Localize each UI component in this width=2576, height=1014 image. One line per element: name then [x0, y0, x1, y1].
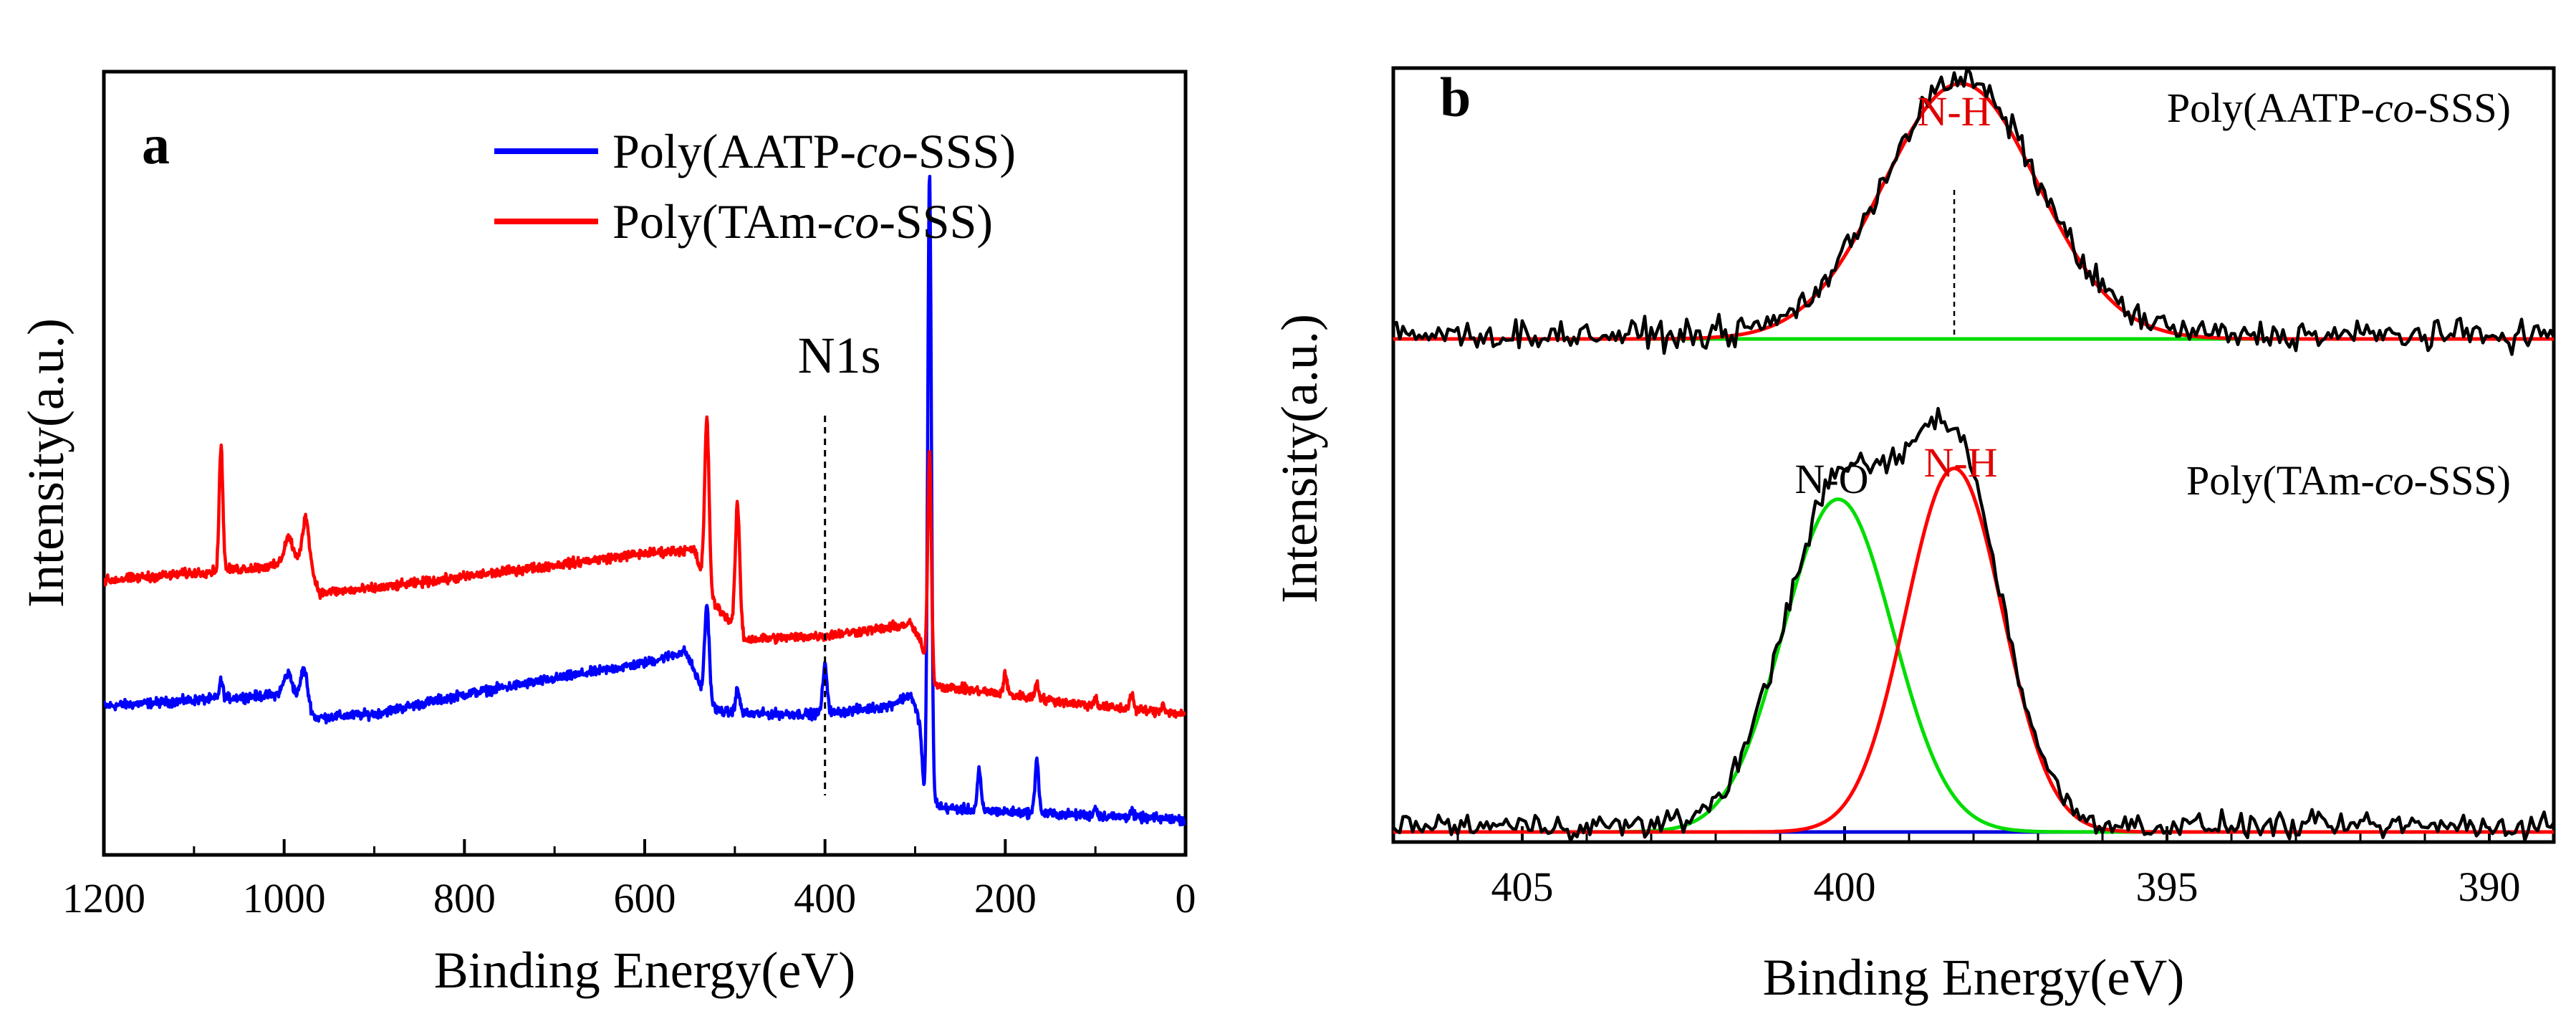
panel-a-x-tick-label: 1000	[243, 875, 326, 922]
panel-a-tick-labels: 1200 1000 800 600 400 200 0	[62, 875, 1196, 922]
panel-b-series	[1393, 68, 2554, 842]
panel-a-frame	[102, 70, 1188, 857]
panel-a-series	[104, 174, 1186, 827]
panel-b-tick-labels: 405 400 395 390	[1491, 864, 2521, 910]
panel-b-x-tick-label: 395	[2136, 864, 2198, 910]
panel-b: 405 400 395 390 N-H N-H N-O b Poly(AATP-co-SS…	[1271, 66, 2556, 1006]
panel-a-ticks	[102, 839, 1187, 855]
lower-raw-spectrum	[1393, 406, 2554, 842]
sample-label-aatp: Poly(AATP-co-SSS)	[2167, 85, 2511, 131]
upper-raw-spectrum	[1393, 68, 2554, 356]
lower-fit-n-h	[1393, 466, 2554, 834]
panel-a-x-tick-label: 600	[614, 875, 676, 922]
n1s-annotation: N1s	[798, 327, 881, 384]
panel-a-x-tick-label: 400	[794, 875, 856, 922]
legend-entry-tam: Poly(TAm-co-SSS)	[612, 194, 993, 249]
panel-b-x-axis-title: Binding Energy(eV)	[1763, 949, 2185, 1006]
panel-b-y-axis-title: Intensity(a.u.)	[1271, 314, 1328, 603]
panel-a-x-tick-label: 0	[1176, 875, 1196, 922]
panel-b-peak-labels: N-H N-H N-O	[1794, 88, 1997, 502]
peak-label-n-o-2: N-O	[1794, 456, 1868, 502]
panel-a-y-axis-title: Intensity(a.u.)	[17, 318, 75, 608]
lower-fit-n-o	[1393, 497, 2554, 834]
panel-b-letter: b	[1440, 66, 1471, 128]
sample-label-tam: Poly(TAm-co-SSS)	[2186, 457, 2511, 504]
series-line-aatp	[104, 174, 1186, 827]
panel-a-letter: a	[142, 113, 170, 176]
panel-b-x-tick-label: 390	[2459, 864, 2521, 910]
panel-a-x-tick-label: 800	[433, 875, 496, 922]
series-line-tam	[104, 415, 1186, 719]
panel-a: 1200 1000 800 600 400 200 0 N1s a Poly(AATP-co…	[17, 70, 1196, 999]
panel-b-x-tick-label: 405	[1491, 864, 1554, 910]
panel-b-x-tick-label: 400	[1814, 864, 1876, 910]
peak-label-n-h-0: N-H	[1917, 88, 1991, 135]
panel-a-x-tick-label: 1200	[62, 875, 145, 922]
legend-entry-aatp: Poly(AATP-co-SSS)	[612, 124, 1016, 178]
peak-label-n-h-1: N-H	[1923, 439, 1997, 486]
panel-a-x-axis-title: Binding Energy(eV)	[434, 942, 856, 999]
legend: Poly(AATP-co-SSS) Poly(TAm-co-SSS)	[494, 124, 1016, 249]
panel-a-x-tick-label: 200	[974, 875, 1037, 922]
